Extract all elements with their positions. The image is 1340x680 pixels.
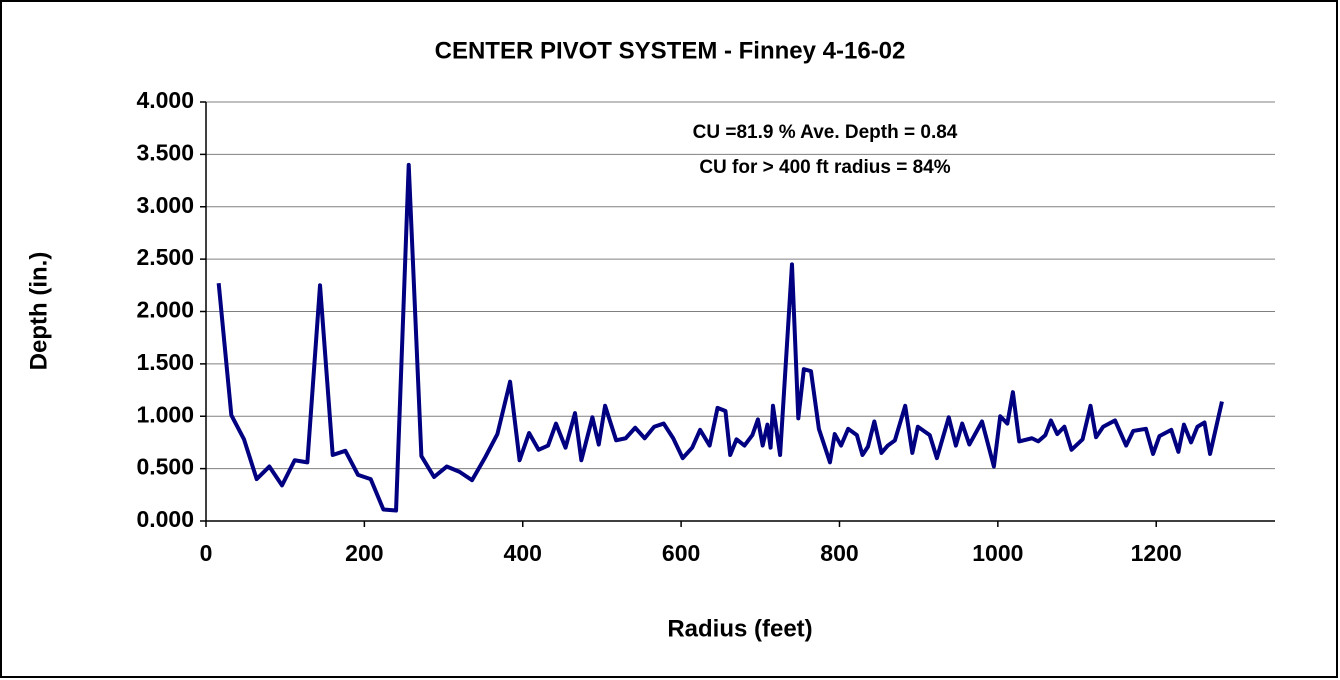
- y-tick-label: 1.000: [136, 401, 194, 427]
- y-tick-label: 2.000: [136, 297, 194, 323]
- y-tick-label: 1.500: [136, 349, 194, 375]
- annotation: CU =81.9 % Ave. Depth = 0.84: [693, 122, 958, 143]
- data-line: [216, 162, 1224, 513]
- y-tick-label: 3.500: [136, 139, 194, 165]
- y-tick-label: 0.500: [136, 454, 194, 480]
- x-tick-label: 600: [662, 540, 700, 566]
- x-tick-label: 1000: [972, 540, 1023, 566]
- x-tick-label: 400: [504, 540, 542, 566]
- y-tick-label: 2.500: [136, 244, 194, 270]
- y-tick-label: 0.000: [136, 506, 194, 532]
- y-axis-label: Depth (in.): [25, 252, 52, 371]
- x-tick-label: 1200: [1131, 540, 1182, 566]
- x-tick-label: 800: [820, 540, 858, 566]
- x-axis-label: Radius (feet): [667, 615, 812, 642]
- x-tick-label: 200: [345, 540, 383, 566]
- annotation: CU for > 400 ft radius = 84%: [699, 157, 950, 178]
- x-tick-label: 0: [200, 540, 213, 566]
- y-tick-label: 3.000: [136, 192, 194, 218]
- chart-title: CENTER PIVOT SYSTEM - Finney 4-16-02: [435, 37, 906, 64]
- y-tick-label: 4.000: [136, 87, 194, 113]
